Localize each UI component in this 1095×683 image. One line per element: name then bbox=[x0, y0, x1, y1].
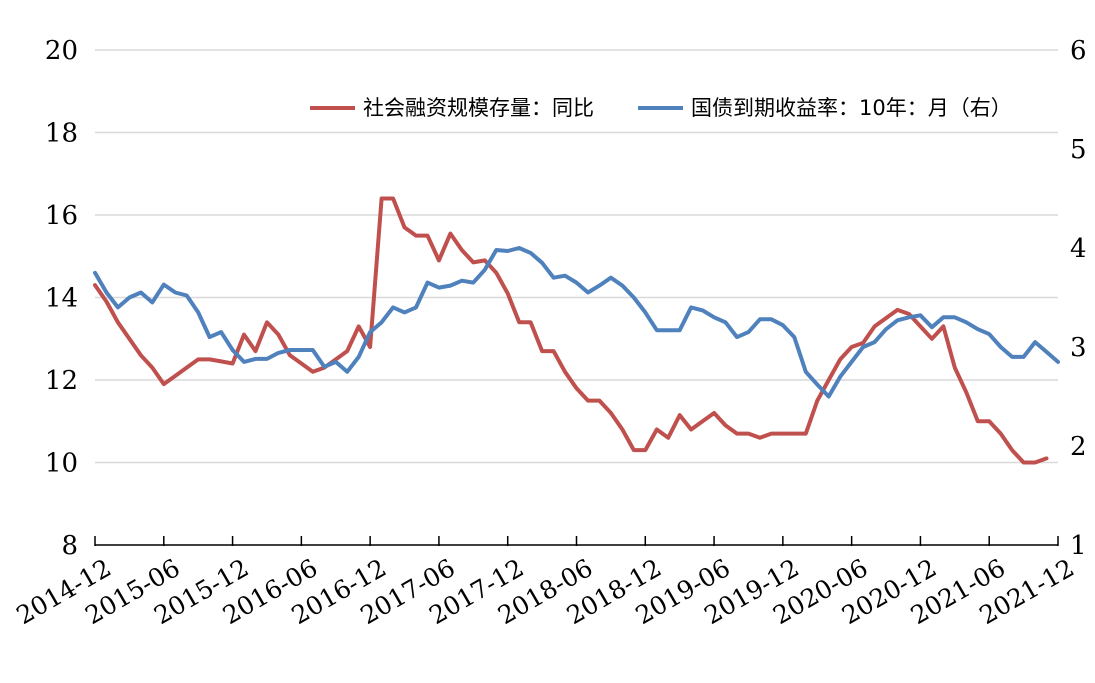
right-tick-label: 4 bbox=[1070, 234, 1087, 264]
left-tick-label: 16 bbox=[45, 201, 78, 231]
gridlines bbox=[95, 49, 1058, 464]
left-axis-tick-labels: 8 10 12 14 16 18 20 bbox=[45, 36, 78, 561]
right-tick-label: 2 bbox=[1070, 432, 1087, 462]
right-tick-label: 5 bbox=[1070, 135, 1087, 165]
legend-label-social-financing: 社会融资规模存量：同比 bbox=[363, 96, 594, 120]
legend: 社会融资规模存量：同比 国债到期收益率：10年：月（右） bbox=[310, 96, 1012, 120]
right-tick-label: 3 bbox=[1070, 333, 1087, 363]
left-tick-label: 8 bbox=[61, 531, 78, 561]
right-tick-label: 6 bbox=[1070, 36, 1087, 66]
series-lines bbox=[93, 196, 1060, 465]
left-tick-label: 18 bbox=[45, 119, 78, 149]
x-axis: 2014-122015-062015-122016-062016-122017-… bbox=[12, 536, 1079, 630]
left-tick-label: 14 bbox=[45, 284, 78, 314]
left-tick-label: 12 bbox=[45, 366, 78, 396]
series-line-treasury-yield bbox=[93, 246, 1060, 399]
left-tick-label: 10 bbox=[45, 449, 78, 479]
series-line-social-financing bbox=[93, 196, 1049, 465]
legend-label-treasury-yield: 国债到期收益率：10年：月（右） bbox=[691, 96, 1012, 120]
right-tick-label: 1 bbox=[1070, 531, 1087, 561]
right-axis-tick-labels: 1 2 3 4 5 6 bbox=[1070, 36, 1087, 561]
left-tick-label: 20 bbox=[45, 36, 78, 66]
